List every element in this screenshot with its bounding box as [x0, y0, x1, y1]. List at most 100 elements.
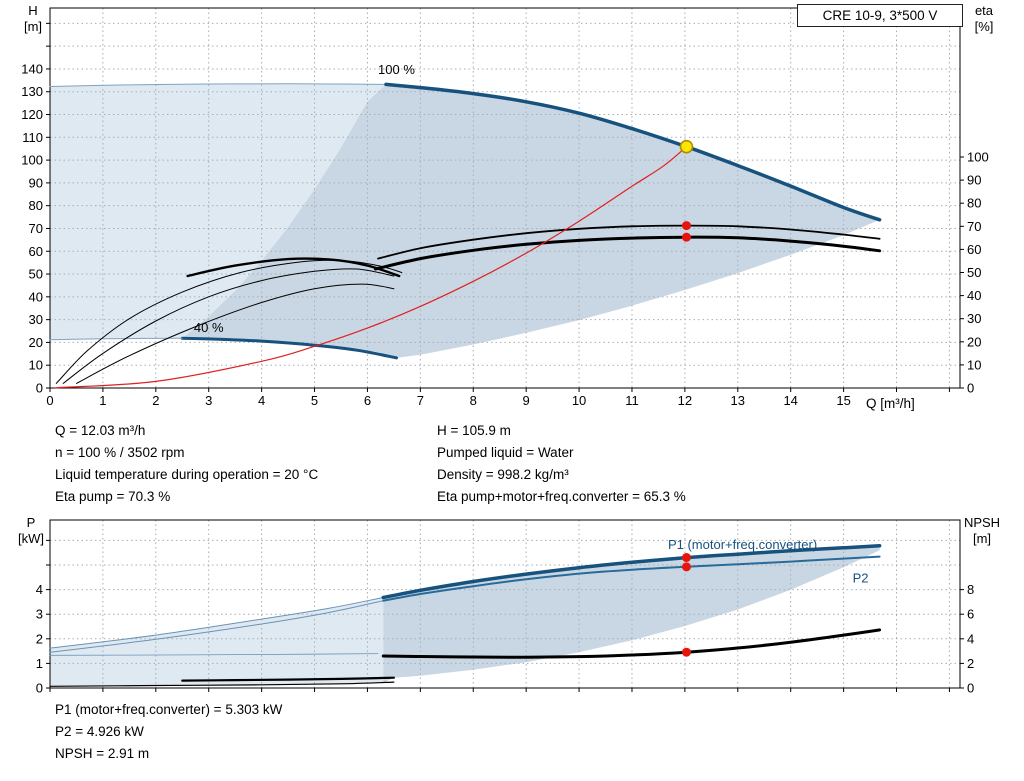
- x-tick-label: 15: [836, 393, 850, 408]
- chart-label: 40 %: [194, 320, 224, 335]
- x-tick-label: 0: [46, 393, 53, 408]
- y-tick-label: 140: [21, 61, 43, 76]
- y-tick-label: 6: [967, 607, 974, 622]
- y-tick-label: 80: [29, 198, 43, 213]
- marker-npsh-point: [681, 647, 691, 657]
- y-tick-label: 80: [967, 196, 981, 211]
- power-npsh-chart: 0 1 2 3 4 0 2 4 6 8 P1 (motor+freq.converter) P2: [36, 519, 974, 696]
- marker-p1-point: [681, 553, 691, 563]
- series-npsh-curve: [381, 628, 882, 659]
- y-tick-label: 100: [967, 150, 989, 165]
- y-tick-label: 40: [967, 288, 981, 303]
- info-line-temperature: Liquid temperature during operation = 20…: [55, 467, 319, 482]
- y-tick-label: 8: [967, 582, 974, 597]
- x-tick-label: 4: [258, 393, 265, 408]
- y-tick-label: 1: [36, 656, 43, 671]
- region-envelope-duty: [182, 84, 880, 358]
- plot-frame: [49, 519, 961, 689]
- operating-data-right: H = 105.9 m Pumped liquid = Water Densit…: [437, 420, 686, 508]
- info-line-eta-total: Eta pump+motor+freq.converter = 65.3 %: [437, 489, 686, 504]
- series-max-head-line: [49, 83, 387, 87]
- y-tick-label: 40: [29, 289, 43, 304]
- y-tick-label: 90: [29, 175, 43, 190]
- y-tick-label: 4: [967, 631, 974, 646]
- plot-frame: [49, 7, 961, 389]
- y-tick-label: 130: [21, 84, 43, 99]
- y-tick-label: 50: [967, 265, 981, 280]
- series-system-curve: [54, 146, 688, 389]
- series-p-bottom-line: [49, 681, 395, 687]
- q-axis-title: Q [m³/h]: [866, 396, 915, 411]
- x-tick-label: 12: [678, 393, 692, 408]
- p-axis-title: P [kW]: [10, 515, 52, 547]
- eta-axis-title: eta [%]: [962, 3, 1006, 35]
- info-line-head: H = 105.9 m: [437, 423, 511, 438]
- info-line-npsh: NPSH = 2.91 m: [55, 746, 150, 761]
- y-tick-label: 120: [21, 107, 43, 122]
- series-p2-ext: [49, 600, 384, 653]
- marker-eta-pump-point: [681, 221, 691, 231]
- marker-p2-point: [681, 562, 691, 572]
- series-eta-arc-a: [55, 259, 403, 384]
- info-line-density: Density = 998.2 kg/m³: [437, 467, 569, 482]
- info-line-liquid: Pumped liquid = Water: [437, 445, 574, 460]
- chart-label: P1 (motor+freq.converter): [668, 537, 817, 552]
- x-tick-label: 10: [572, 393, 586, 408]
- npsh-axis-unit: [m]: [972, 531, 992, 546]
- info-line-p1: P1 (motor+freq.converter) = 5.303 kW: [55, 702, 283, 717]
- marker-eta-total-point: [681, 232, 691, 242]
- y-tick-label: 30: [29, 312, 43, 327]
- y-tick-label: 70: [967, 219, 981, 234]
- series-eta-arc-c: [76, 283, 395, 384]
- eta-axis-name: eta: [974, 3, 994, 18]
- y-tick-label: 2: [967, 656, 974, 671]
- hq-chart: 0 1 2 3 4 5 6 7 8 9 10 11 12 13 14 15010203040506070809…: [21, 7, 989, 408]
- info-line-p2: P2 = 4.926 kW: [55, 724, 144, 739]
- y-tick-label: 30: [967, 311, 981, 326]
- x-tick-label: 3: [205, 393, 212, 408]
- p-axis-name: P: [26, 515, 36, 530]
- region-power-left: [50, 597, 384, 687]
- y-tick-label: 2: [36, 631, 43, 646]
- x-tick-label: 13: [731, 393, 745, 408]
- chart-label: P2: [853, 571, 869, 586]
- info-line-speed: n = 100 % / 3502 rpm: [55, 445, 185, 460]
- y-tick-label: 50: [29, 267, 43, 282]
- y-tick-label: 70: [29, 221, 43, 236]
- npsh-axis-name: NPSH: [963, 515, 1001, 530]
- series-eta-total-curve: [373, 235, 882, 271]
- y-tick-label: 20: [967, 334, 981, 349]
- series-curve-40pct: [180, 336, 398, 360]
- y-tick-label: 60: [967, 242, 981, 257]
- x-tick-label: 9: [523, 393, 530, 408]
- y-tick-label: 110: [22, 130, 43, 145]
- region-envelope-left: [50, 83, 386, 340]
- series-p2-curve: [382, 555, 881, 602]
- x-tick-label: 2: [152, 393, 159, 408]
- y-tick-label: 100: [21, 153, 43, 168]
- x-tick-label: 11: [625, 393, 639, 408]
- chart-label: 100 %: [378, 62, 415, 77]
- y-tick-label: 20: [29, 335, 43, 350]
- x-tick-label: 7: [417, 393, 424, 408]
- series-p1-ext: [49, 597, 384, 649]
- series-p-min-ext: [49, 653, 379, 656]
- p-axis-unit: [kW]: [18, 531, 44, 546]
- h-axis-name: H: [28, 3, 38, 18]
- h-axis-unit: [m]: [23, 19, 43, 34]
- pump-title-box: CRE 10-9, 3*500 V: [797, 4, 963, 27]
- info-line-q: Q = 12.03 m³/h: [55, 423, 146, 438]
- y-tick-label: 0: [36, 381, 43, 396]
- x-tick-label: 5: [311, 393, 318, 408]
- y-tick-label: 0: [967, 381, 974, 396]
- series-p1-curve: [381, 544, 882, 600]
- info-line-eta-pump: Eta pump = 70.3 %: [55, 489, 171, 504]
- y-tick-label: 10: [967, 357, 981, 372]
- y-tick-label: 3: [36, 607, 43, 622]
- y-tick-label: 4: [36, 582, 43, 597]
- y-tick-label: 0: [967, 681, 974, 696]
- eta-axis-unit: [%]: [974, 19, 994, 34]
- series-curve-100pct: [384, 82, 882, 222]
- series-eta-pump-curve: [377, 224, 881, 260]
